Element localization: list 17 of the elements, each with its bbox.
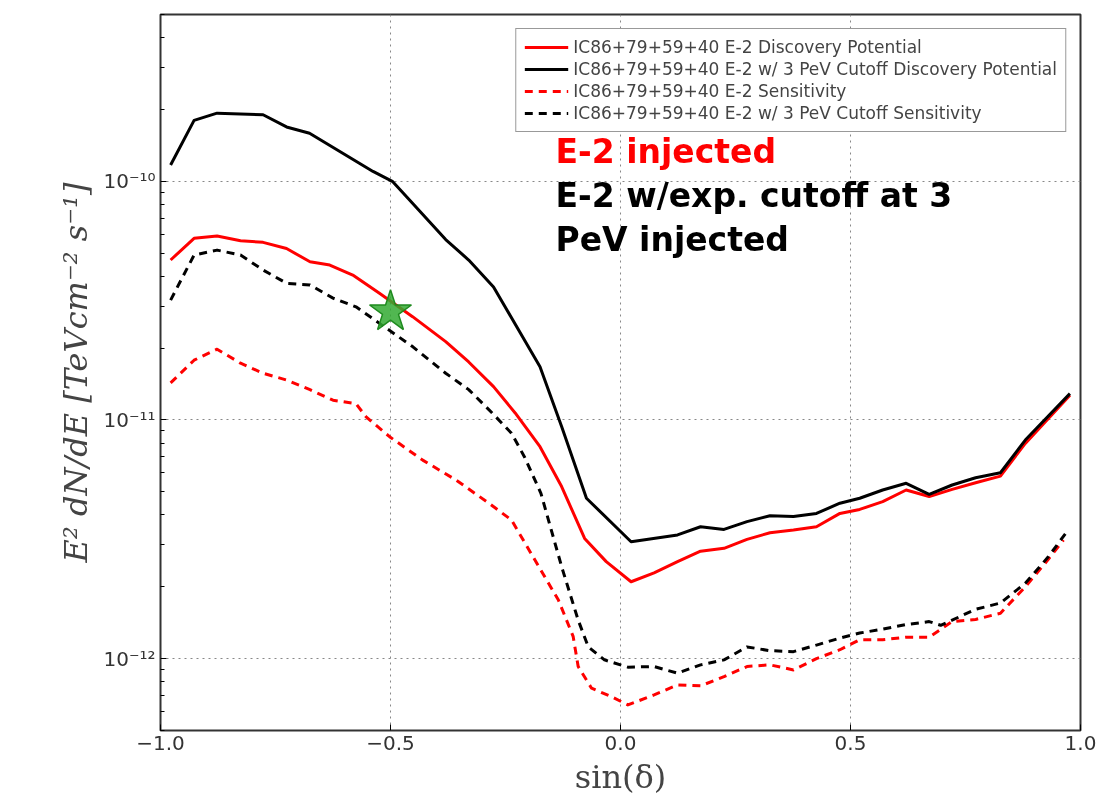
legend-label: IC86+79+59+40 E-2 Discovery Potential — [573, 37, 922, 57]
x-axis-title: sin(δ) — [574, 757, 667, 796]
line-series — [169, 347, 1065, 707]
legend-label: IC86+79+59+40 E-2 w/ 3 PeV Cutoff Sensitivity — [573, 103, 982, 123]
x-tick-label: −0.5 — [366, 730, 415, 755]
y-tick-label: 10⁻¹⁰ — [103, 169, 156, 194]
x-tick-label: 1.0 — [1064, 730, 1097, 755]
x-tick-label: 0.0 — [604, 730, 637, 755]
y-tick-label: 10⁻¹² — [103, 646, 156, 671]
y-axis-title: E² dN/dE [TeVcm⁻² s⁻¹] — [57, 182, 96, 564]
x-tick-label: −1.0 — [136, 730, 185, 755]
annotation: E-2 injected — [555, 131, 777, 171]
legend-label: IC86+79+59+40 E-2 w/ 3 PeV Cutoff Discovery Potential — [573, 59, 1057, 79]
y-tick-label: 10⁻¹¹ — [103, 407, 156, 432]
x-tick-label: 0.5 — [834, 730, 867, 755]
legend-label: IC86+79+59+40 E-2 Sensitivity — [573, 81, 847, 101]
annotation: E-2 w/exp. cutoff at 3 PeV injected — [555, 175, 953, 259]
